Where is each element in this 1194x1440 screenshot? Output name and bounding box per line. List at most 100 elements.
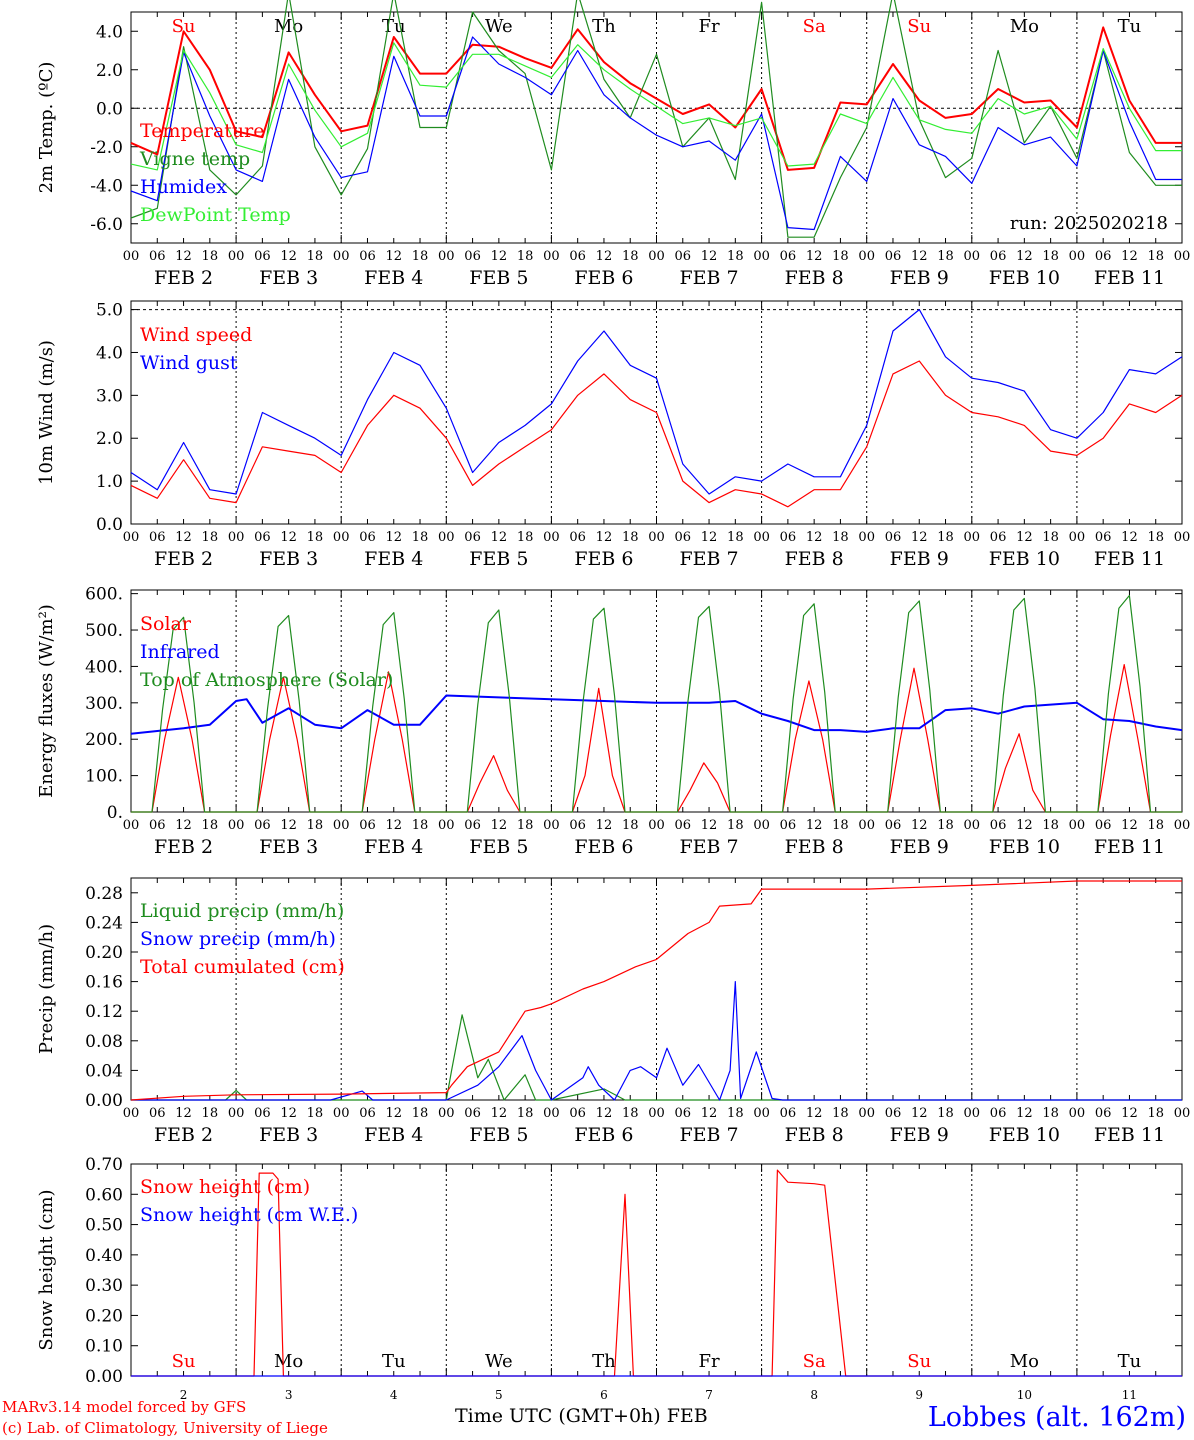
x-hour-label: 06 [569, 530, 586, 545]
x-hour-label: 06 [254, 818, 271, 833]
x-hour-label: 00 [648, 818, 665, 833]
run-annotation: run: 2025020218 [1010, 213, 1168, 234]
x-hour-label: 18 [622, 818, 639, 833]
x-hour-label: 18 [1147, 818, 1164, 833]
y-tick-label: 300. [85, 694, 123, 714]
x-hour-label: 18 [517, 530, 534, 545]
weekday-label: Fr [699, 16, 720, 37]
x-hour-label: 18 [517, 818, 534, 833]
x-hour-label: 00 [858, 530, 875, 545]
x-hour-label: 06 [990, 1106, 1007, 1121]
legend-entry: Total cumulated (cm) [140, 956, 345, 978]
weekday-label: Tu [382, 1351, 406, 1372]
x-hour-label: 18 [202, 249, 219, 264]
panel-2: 5.0 4.0 3.0 2.0 1.0 0.0 10m Wind (m/s) 00 06 12 18… [36, 300, 1191, 570]
x-hour-label: 18 [937, 1106, 954, 1121]
y-tick-label: 4.0 [96, 343, 123, 363]
x-hour-label: 12 [701, 249, 718, 264]
x-hour-label: 00 [1069, 249, 1086, 264]
x-date-label: FEB 10 [989, 836, 1060, 858]
x-date-label: FEB 10 [989, 267, 1060, 289]
x-hour-label: 18 [517, 1106, 534, 1121]
x-hour-label: 12 [175, 249, 192, 264]
y-axis-label: 2m Temp. (ºC) [36, 62, 57, 194]
legend-entry: Vigne temp [139, 148, 250, 170]
x-hour-label: 12 [806, 530, 823, 545]
x-day-number: 9 [915, 1388, 923, 1402]
x-date-label: FEB 2 [154, 836, 213, 858]
x-hour-label: 18 [307, 1106, 324, 1121]
x-axis-title: Time UTC (GMT+0h) FEB [455, 1405, 708, 1427]
x-hour-label: 00 [333, 530, 350, 545]
x-hour-label: 12 [596, 249, 613, 264]
x-date-label: FEB 3 [259, 267, 318, 289]
series-line [130, 694, 1183, 735]
legend-entry: Snow precip (mm/h) [140, 928, 336, 950]
y-tick-label: 0.0 [96, 515, 123, 535]
y-tick-label: -6.0 [90, 215, 123, 235]
x-hour-label: 00 [228, 249, 245, 264]
x-hour-label: 06 [359, 249, 376, 264]
x-hour-label: 18 [622, 530, 639, 545]
y-tick-label: 0.70 [85, 1155, 123, 1175]
x-hour-label: 06 [1095, 1106, 1112, 1121]
x-hour-label: 06 [780, 818, 797, 833]
x-hour-label: 00 [753, 530, 770, 545]
x-hour-label: 06 [569, 249, 586, 264]
y-tick-label: 0.60 [85, 1185, 123, 1205]
x-date-label: FEB 2 [154, 548, 213, 570]
series-line [131, 980, 1182, 1101]
x-hour-label: 06 [464, 249, 481, 264]
x-date-label: FEB 8 [785, 1124, 844, 1146]
y-axis-label: 10m Wind (m/s) [36, 340, 57, 485]
legend-entry: Snow height (cm) [140, 1176, 310, 1198]
x-hour-label: 06 [149, 530, 166, 545]
x-hour-label: 06 [675, 530, 692, 545]
x-date-label: FEB 5 [469, 1124, 528, 1146]
weekday-label: Mo [1010, 16, 1039, 37]
y-tick-label: 600. [85, 585, 123, 605]
weekday-label: We [485, 1351, 513, 1372]
weekday-label: Mo [274, 1351, 303, 1372]
x-hour-label: 12 [491, 1106, 508, 1121]
x-hour-label: 00 [1069, 818, 1086, 833]
x-date-label: FEB 3 [259, 836, 318, 858]
weekday-label: Su [172, 1351, 196, 1372]
x-day-number: 3 [285, 1388, 293, 1402]
x-hour-label: 06 [359, 530, 376, 545]
x-date-label: FEB 11 [1094, 267, 1165, 289]
x-hour-label: 06 [359, 1106, 376, 1121]
x-date-label: FEB 9 [890, 548, 949, 570]
y-tick-label: 0.16 [85, 973, 123, 993]
x-hour-label: 00 [1069, 1106, 1086, 1121]
y-tick-label: 100. [85, 767, 123, 787]
x-hour-label: 00 [438, 530, 455, 545]
weekday-label: We [485, 16, 513, 37]
x-date-label: FEB 4 [364, 267, 423, 289]
x-hour-label: 12 [1121, 249, 1138, 264]
x-hour-label: 12 [280, 1106, 297, 1121]
x-hour-label: 06 [149, 818, 166, 833]
x-hour-label: 00 [543, 249, 560, 264]
x-hour-label: 00 [1174, 530, 1191, 545]
x-hour-label: 18 [1042, 818, 1059, 833]
x-hour-label: 00 [648, 1106, 665, 1121]
weekday-label: Su [172, 16, 196, 37]
y-tick-label: 0.00 [85, 1091, 123, 1111]
x-hour-label: 18 [1042, 1106, 1059, 1121]
y-tick-label: 0. [107, 803, 123, 823]
y-tick-label: 0.50 [85, 1216, 123, 1236]
x-hour-label: 12 [280, 249, 297, 264]
model-credit: MARv3.14 model forced by GFS [2, 1398, 247, 1416]
x-hour-label: 00 [228, 1106, 245, 1121]
x-hour-label: 12 [596, 530, 613, 545]
legend-entry: Infrared [140, 641, 220, 663]
series-line [130, 42, 1182, 171]
x-hour-label: 00 [123, 818, 140, 833]
x-hour-label: 12 [385, 249, 402, 264]
x-hour-label: 00 [858, 1106, 875, 1121]
y-tick-label: -2.0 [90, 138, 123, 158]
x-hour-label: 00 [333, 249, 350, 264]
x-hour-label: 00 [543, 1106, 560, 1121]
